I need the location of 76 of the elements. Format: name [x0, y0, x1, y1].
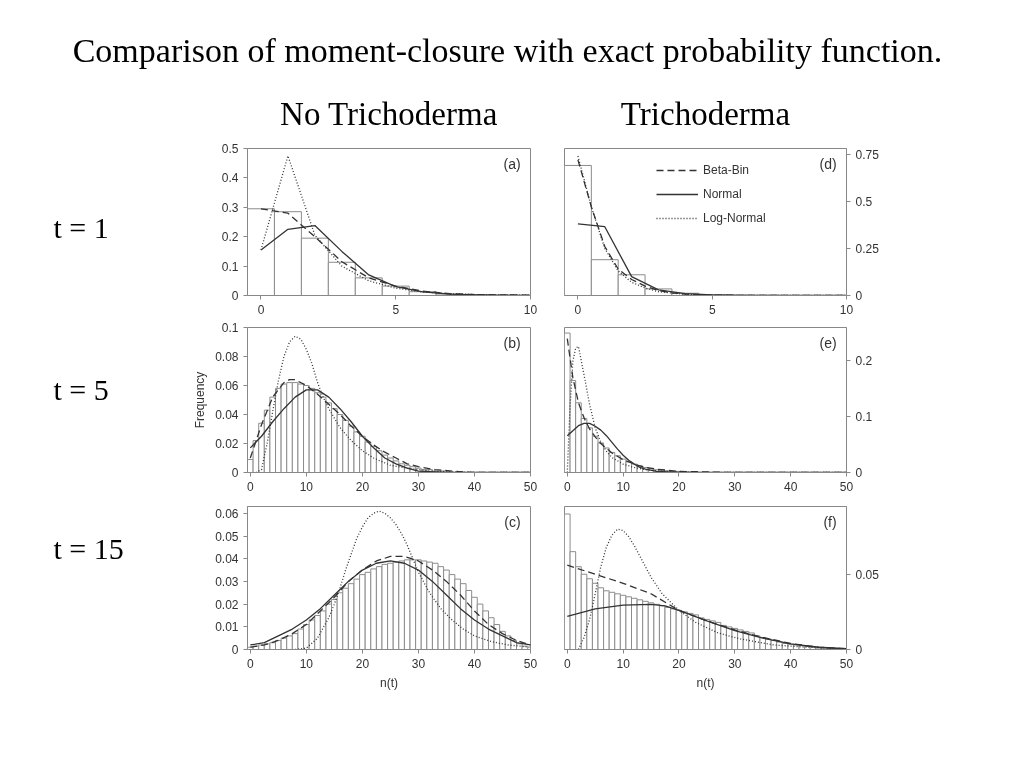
y-tick-label: 0.25 — [855, 241, 880, 256]
x-tick-label: 40 — [467, 479, 482, 494]
x-tick-label: 30 — [728, 479, 742, 494]
x-tick-label: 30 — [411, 656, 426, 671]
annotation: (f) — [823, 513, 837, 530]
x-tick-label: 0 — [246, 656, 254, 671]
x-tick-label: 20 — [355, 479, 370, 494]
y-tick-label: 0.05 — [855, 567, 880, 582]
x-tick-label: 30 — [411, 479, 426, 494]
y-tick-label: 0.3 — [221, 200, 239, 215]
y-tick-label: 0.5 — [855, 194, 873, 209]
x-tick-label: 5 — [708, 302, 716, 317]
y-tick-label: 0.2 — [855, 354, 873, 369]
y-tick-label: 0.1 — [221, 321, 239, 335]
x-axis-title: n(t) — [696, 675, 715, 690]
x-tick-label: 0 — [257, 302, 265, 317]
annotation: (c) — [504, 513, 521, 530]
x-tick-label: 40 — [783, 656, 798, 671]
x-tick-label: 20 — [672, 656, 686, 671]
y-tick-label: 0.2 — [221, 230, 239, 245]
x-tick-label: 10 — [299, 656, 314, 671]
y-tick-label: 0 — [231, 466, 239, 480]
chart-subtitle: Trichoderma — [620, 95, 791, 132]
annotation: (a) — [503, 155, 521, 172]
y-tick-label: 0.02 — [215, 597, 239, 612]
text: t = 15 — [53, 532, 124, 566]
text: t = 5 — [53, 372, 109, 406]
x-tick-label: 0 — [574, 302, 582, 317]
y-tick-label: 0.06 — [215, 506, 239, 521]
y-tick-label: 0.04 — [215, 552, 239, 567]
y-axis-title: Frequency — [193, 371, 208, 429]
y-tick-label: 0.01 — [215, 620, 239, 635]
y-tick-label: 0.5 — [221, 142, 239, 156]
x-tick-label: 30 — [728, 656, 742, 671]
x-tick-label: 0 — [563, 479, 571, 494]
y-tick-label: 0.1 — [221, 259, 239, 274]
y-tick-label: 0.4 — [221, 171, 239, 186]
y-tick-label: 0 — [855, 643, 863, 657]
chart-title: Comparison of moment-closure with exact probability function. — [72, 32, 943, 69]
y-tick-label: 0 — [231, 289, 239, 303]
x-tick-label: 40 — [467, 656, 482, 671]
x-tick-label: 10 — [523, 302, 538, 317]
legend-label: Normal — [703, 186, 742, 202]
x-tick-label: 0 — [563, 656, 571, 671]
x-tick-label: 20 — [672, 479, 686, 494]
x-tick-label: 50 — [839, 479, 854, 494]
text: t = 1 — [53, 211, 109, 245]
annotation: (e) — [819, 334, 837, 351]
y-tick-label: 0.06 — [215, 379, 239, 393]
chart-subtitle: No Trichoderma — [280, 95, 498, 132]
legend-label: Beta-Bin — [703, 162, 750, 178]
y-tick-label: 0 — [855, 289, 863, 303]
y-tick-label: 0.1 — [855, 410, 873, 425]
y-tick-label: 0.08 — [215, 350, 239, 364]
x-tick-label: 40 — [783, 479, 798, 494]
y-tick-label: 0.04 — [215, 408, 239, 422]
x-axis-title: n(t) — [380, 675, 398, 690]
x-tick-label: 50 — [839, 656, 854, 671]
x-tick-label: 50 — [523, 656, 538, 671]
x-tick-label: 0 — [246, 479, 254, 494]
y-tick-label: 0.05 — [215, 529, 239, 544]
x-tick-label: 10 — [299, 479, 314, 494]
x-tick-label: 10 — [839, 302, 854, 317]
annotation: (d) — [819, 155, 837, 172]
y-tick-label: 0 — [231, 643, 239, 657]
y-tick-label: 0.03 — [215, 574, 239, 589]
x-tick-label: 10 — [616, 479, 631, 494]
x-tick-label: 20 — [355, 656, 370, 671]
y-tick-label: 0 — [855, 466, 863, 480]
y-tick-label: 0.02 — [215, 437, 239, 451]
y-tick-label: 0.75 — [855, 147, 880, 162]
x-tick-label: 50 — [523, 479, 538, 494]
annotation: (b) — [503, 334, 521, 351]
x-tick-label: 5 — [392, 302, 400, 317]
legend-label: Log-Normal — [703, 210, 766, 226]
x-tick-label: 10 — [616, 656, 631, 671]
